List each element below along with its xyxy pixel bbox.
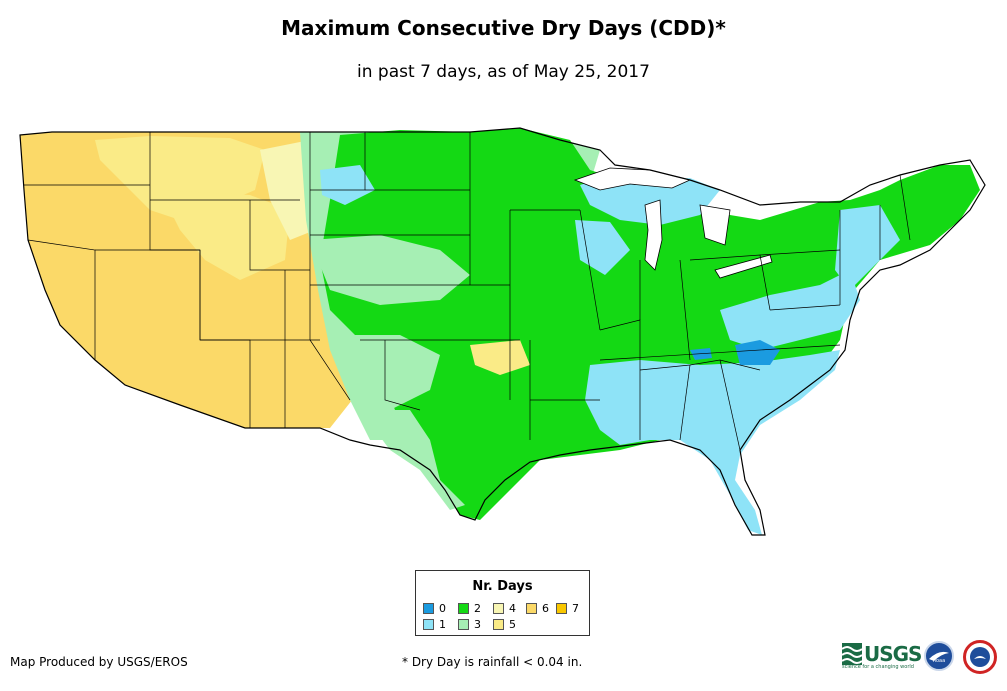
legend-swatch-4 xyxy=(493,603,504,614)
region-kansas-yellow xyxy=(470,340,530,375)
region-appalachian-wet xyxy=(720,270,860,350)
region-plains-pale-1 xyxy=(310,235,470,305)
legend-swatch-2 xyxy=(458,603,469,614)
lake-erie xyxy=(714,254,773,279)
legend-label-1: 1 xyxy=(439,618,446,631)
region-central-green xyxy=(320,128,980,520)
lake-huron xyxy=(699,204,731,246)
usgs-logo: USGS science for a changing world xyxy=(842,641,922,671)
legend-swatch-5 xyxy=(493,619,504,630)
legend-swatch-7 xyxy=(556,603,567,614)
map-subtitle: in past 7 days, as of May 25, 2017 xyxy=(357,62,650,82)
legend-swatch-1 xyxy=(423,619,434,630)
map-credit: Map Produced by USGS/EROS xyxy=(10,655,188,669)
legend-label-6: 6 xyxy=(542,602,549,615)
us-outline xyxy=(19,127,986,536)
legend-label-0: 0 xyxy=(439,602,446,615)
lake-superior xyxy=(573,167,692,191)
legend-label-2: 2 xyxy=(474,602,481,615)
region-dakota-wet xyxy=(320,165,375,205)
region-idaho-wyoming-pale xyxy=(160,190,290,280)
region-zero-day-1 xyxy=(735,340,780,365)
usgs-wave-icon xyxy=(842,643,862,665)
legend-label-7: 7 xyxy=(572,602,579,615)
region-texas-pale xyxy=(360,410,465,510)
region-southeast-wet xyxy=(585,350,840,535)
lake-michigan xyxy=(644,199,663,271)
dry-day-footnote: * Dry Day is rainfall < 0.04 in. xyxy=(402,655,583,669)
legend-swatch-0 xyxy=(423,603,434,614)
noaa-bird-icon xyxy=(929,651,949,661)
legend-title: Nr. Days xyxy=(472,579,533,594)
state-borders xyxy=(24,132,911,451)
noaa-wordmark: noaa xyxy=(932,658,946,664)
legend: Nr. Days 0 1 2 3 4 5 6 7 xyxy=(415,570,590,636)
usgs-tagline: science for a changing world xyxy=(842,664,914,670)
nws-weather-icon xyxy=(970,647,990,667)
legend-label-5: 5 xyxy=(509,618,516,631)
legend-label-3: 3 xyxy=(474,618,481,631)
us-cdd-map xyxy=(19,127,986,536)
region-plains-pale-2 xyxy=(340,335,440,410)
usgs-wordmark: USGS xyxy=(864,642,922,666)
legend-swatch-3 xyxy=(458,619,469,630)
legend-swatch-6 xyxy=(526,603,537,614)
noaa-logo: noaa xyxy=(924,641,954,671)
legend-label-4: 4 xyxy=(509,602,516,615)
map-title: Maximum Consecutive Dry Days (CDD)* xyxy=(281,16,726,40)
region-northeast-wet xyxy=(835,205,900,290)
nws-logo xyxy=(963,640,997,674)
